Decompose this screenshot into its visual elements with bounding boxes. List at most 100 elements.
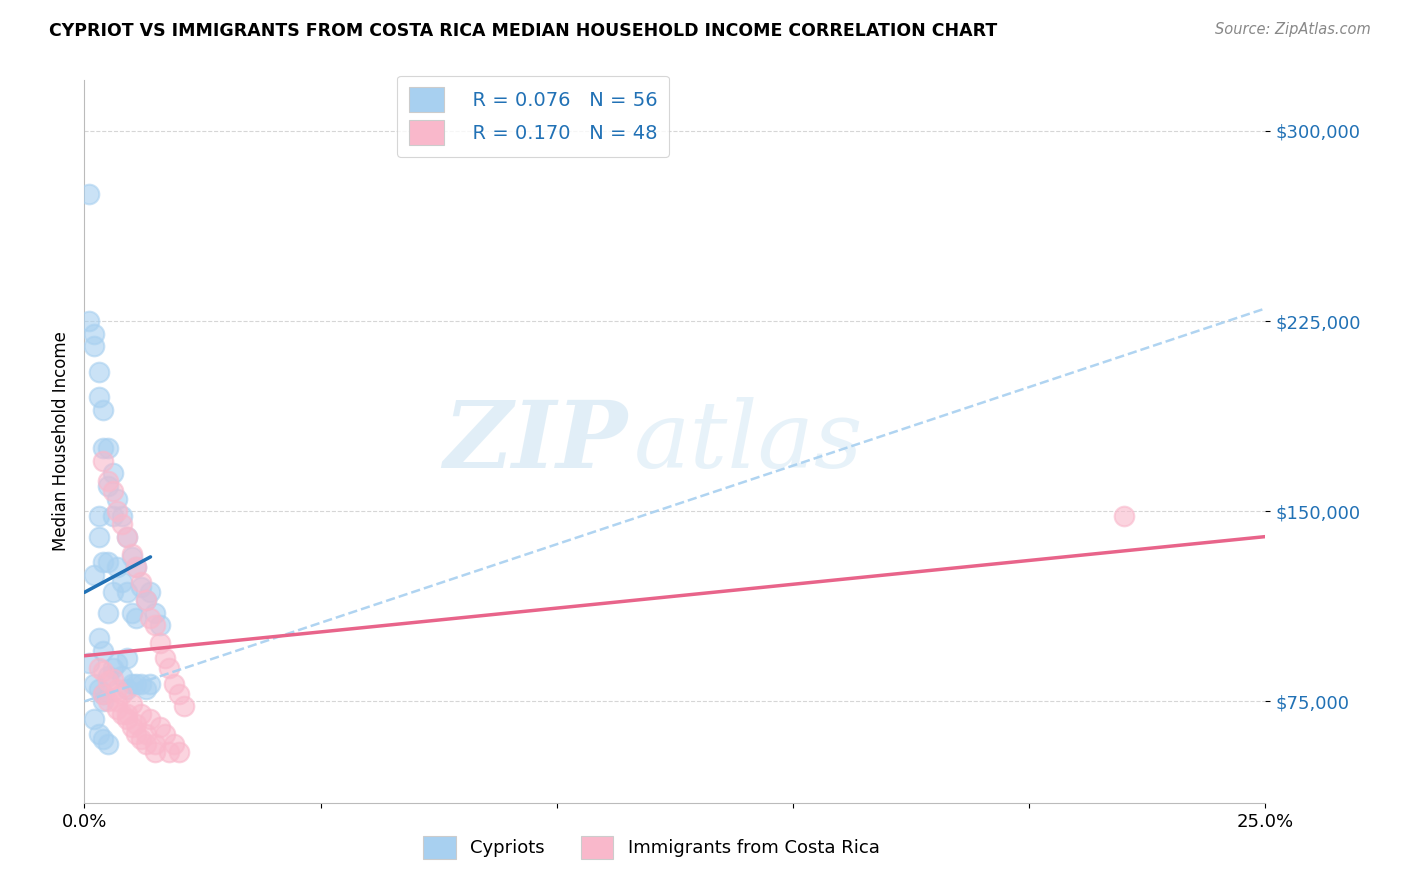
Point — [91, 453, 114, 467]
Point — [115, 530, 138, 544]
Point — [125, 560, 148, 574]
Point — [167, 687, 190, 701]
Point — [129, 575, 152, 590]
Point — [87, 681, 110, 696]
Point — [91, 441, 114, 455]
Point — [1112, 509, 1135, 524]
Point — [139, 712, 162, 726]
Point — [97, 694, 120, 708]
Legend: Cypriots, Immigrants from Costa Rica: Cypriots, Immigrants from Costa Rica — [416, 829, 887, 866]
Point — [107, 702, 129, 716]
Point — [121, 606, 143, 620]
Point — [135, 727, 157, 741]
Point — [83, 339, 105, 353]
Point — [91, 643, 114, 657]
Point — [115, 530, 138, 544]
Point — [97, 441, 120, 455]
Point — [101, 672, 124, 686]
Point — [139, 676, 162, 690]
Point — [163, 738, 186, 752]
Point — [121, 676, 143, 690]
Point — [111, 669, 134, 683]
Point — [91, 555, 114, 569]
Point — [97, 479, 120, 493]
Point — [149, 720, 172, 734]
Point — [107, 694, 129, 708]
Text: ZIP: ZIP — [443, 397, 627, 486]
Point — [173, 699, 195, 714]
Point — [87, 727, 110, 741]
Point — [139, 585, 162, 599]
Point — [91, 402, 114, 417]
Point — [83, 326, 105, 341]
Point — [115, 681, 138, 696]
Point — [91, 687, 114, 701]
Point — [83, 676, 105, 690]
Point — [111, 509, 134, 524]
Point — [125, 611, 148, 625]
Point — [157, 661, 180, 675]
Point — [149, 636, 172, 650]
Point — [135, 738, 157, 752]
Point — [157, 745, 180, 759]
Point — [129, 580, 152, 594]
Point — [101, 509, 124, 524]
Point — [107, 657, 129, 671]
Point — [107, 560, 129, 574]
Point — [87, 661, 110, 675]
Text: Source: ZipAtlas.com: Source: ZipAtlas.com — [1215, 22, 1371, 37]
Point — [97, 738, 120, 752]
Point — [125, 560, 148, 574]
Point — [91, 694, 114, 708]
Text: CYPRIOT VS IMMIGRANTS FROM COSTA RICA MEDIAN HOUSEHOLD INCOME CORRELATION CHART: CYPRIOT VS IMMIGRANTS FROM COSTA RICA ME… — [49, 22, 997, 40]
Point — [163, 676, 186, 690]
Point — [107, 491, 129, 506]
Point — [115, 651, 138, 665]
Point — [143, 738, 166, 752]
Point — [135, 593, 157, 607]
Point — [111, 516, 134, 531]
Point — [97, 674, 120, 689]
Point — [115, 712, 138, 726]
Point — [111, 575, 134, 590]
Y-axis label: Median Household Income: Median Household Income — [52, 332, 70, 551]
Point — [107, 681, 129, 696]
Point — [139, 611, 162, 625]
Point — [125, 717, 148, 731]
Point — [77, 187, 100, 202]
Point — [143, 606, 166, 620]
Point — [129, 732, 152, 747]
Point — [135, 681, 157, 696]
Point — [87, 365, 110, 379]
Point — [115, 707, 138, 722]
Point — [167, 745, 190, 759]
Point — [101, 585, 124, 599]
Point — [115, 585, 138, 599]
Point — [121, 720, 143, 734]
Point — [97, 474, 120, 488]
Point — [129, 707, 152, 722]
Point — [153, 727, 176, 741]
Point — [97, 606, 120, 620]
Point — [77, 314, 100, 328]
Point — [77, 657, 100, 671]
Point — [125, 727, 148, 741]
Point — [107, 504, 129, 518]
Point — [91, 687, 114, 701]
Point — [143, 618, 166, 632]
Point — [149, 618, 172, 632]
Point — [83, 567, 105, 582]
Point — [87, 509, 110, 524]
Point — [125, 676, 148, 690]
Point — [135, 593, 157, 607]
Text: atlas: atlas — [634, 397, 863, 486]
Point — [101, 467, 124, 481]
Point — [143, 745, 166, 759]
Point — [101, 661, 124, 675]
Point — [111, 687, 134, 701]
Point — [91, 664, 114, 678]
Point — [91, 732, 114, 747]
Point — [97, 555, 120, 569]
Point — [87, 390, 110, 404]
Point — [153, 651, 176, 665]
